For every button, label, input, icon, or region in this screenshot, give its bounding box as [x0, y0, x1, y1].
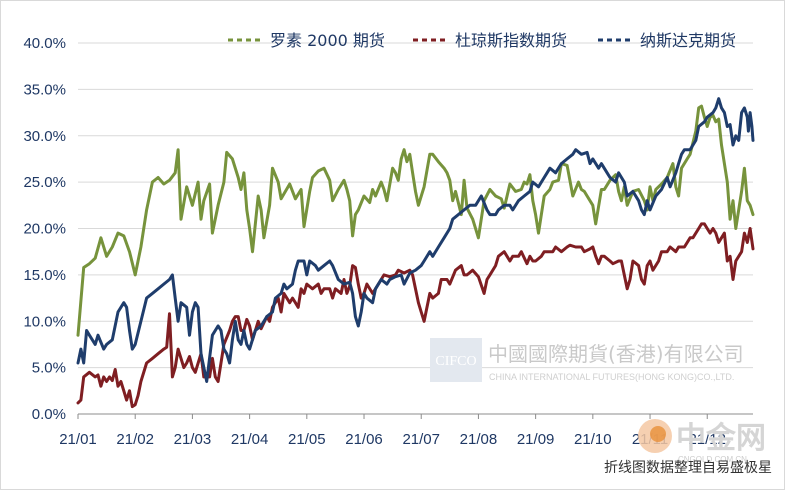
logo-subtext: CNGOLD.COM.CN — [678, 455, 747, 464]
logo-emblem-inner-icon — [650, 426, 666, 442]
x-tick-label: 21/03 — [174, 431, 212, 448]
legend-label-2: 杜琼斯指数期货 — [455, 31, 567, 50]
x-tick-label: 21/08 — [460, 431, 498, 448]
y-tick-label: 20.0% — [23, 221, 66, 238]
y-tick-label: 5.0% — [32, 360, 66, 377]
watermark-company-en: CHINA INTERNATIONAL FUTURES(HONG KONG)CO… — [489, 372, 734, 382]
y-tick-label: 40.0% — [23, 35, 66, 52]
series-line-2 — [76, 222, 755, 409]
source-caption: 折线图数据整理自易盛极星 — [604, 460, 772, 476]
y-tick-label: 15.0% — [23, 267, 66, 284]
legend: 罗素 2000 期货 杜琼斯指数期货 纳斯达克期货 — [228, 31, 736, 50]
watermark-company-cn: 中國國際期貨(香港)有限公司 — [488, 342, 744, 366]
x-tick-label: 21/06 — [345, 431, 383, 448]
legend-label-3: 纳斯达克期货 — [640, 31, 736, 50]
y-tick-label: 35.0% — [23, 81, 66, 98]
y-tick-label: 10.0% — [23, 313, 66, 330]
watermark-logo-text: CIFCO — [435, 354, 476, 369]
x-tick-label: 21/09 — [517, 431, 555, 448]
y-tick-label: 25.0% — [23, 174, 66, 191]
x-tick-label: 21/05 — [288, 431, 326, 448]
legend-label-1: 罗素 2000 期货 — [270, 31, 385, 50]
x-tick-label: 21/02 — [116, 431, 154, 448]
y-tick-label: 30.0% — [23, 128, 66, 145]
logo-text: 中金网 — [676, 421, 766, 456]
series-lines — [76, 97, 755, 409]
site-logo: 中金网 CNGOLD.COM.CN — [638, 419, 766, 464]
y-axis: 0.0% 5.0% 10.0% 15.0% 20.0% 25.0% 30.0% 35.0% 40… — [23, 35, 66, 423]
x-axis: 21/01 21/02 21/03 21/04 21/05 21/06 21/07 21/08… — [59, 413, 753, 448]
series-line-3 — [76, 97, 755, 383]
watermark: CIFCO 中國國際期貨(香港)有限公司 CHINA INTERNATIONAL… — [430, 338, 744, 382]
x-tick-label: 21/12 — [688, 431, 726, 448]
x-tick-label: 21/04 — [231, 431, 269, 448]
x-tick-label: 21/01 — [59, 431, 97, 448]
watermark-logo-box — [430, 338, 482, 382]
y-tick-label: 0.0% — [32, 406, 66, 423]
x-tick-label: 21/07 — [402, 431, 440, 448]
x-tick-label: 21/10 — [574, 431, 612, 448]
